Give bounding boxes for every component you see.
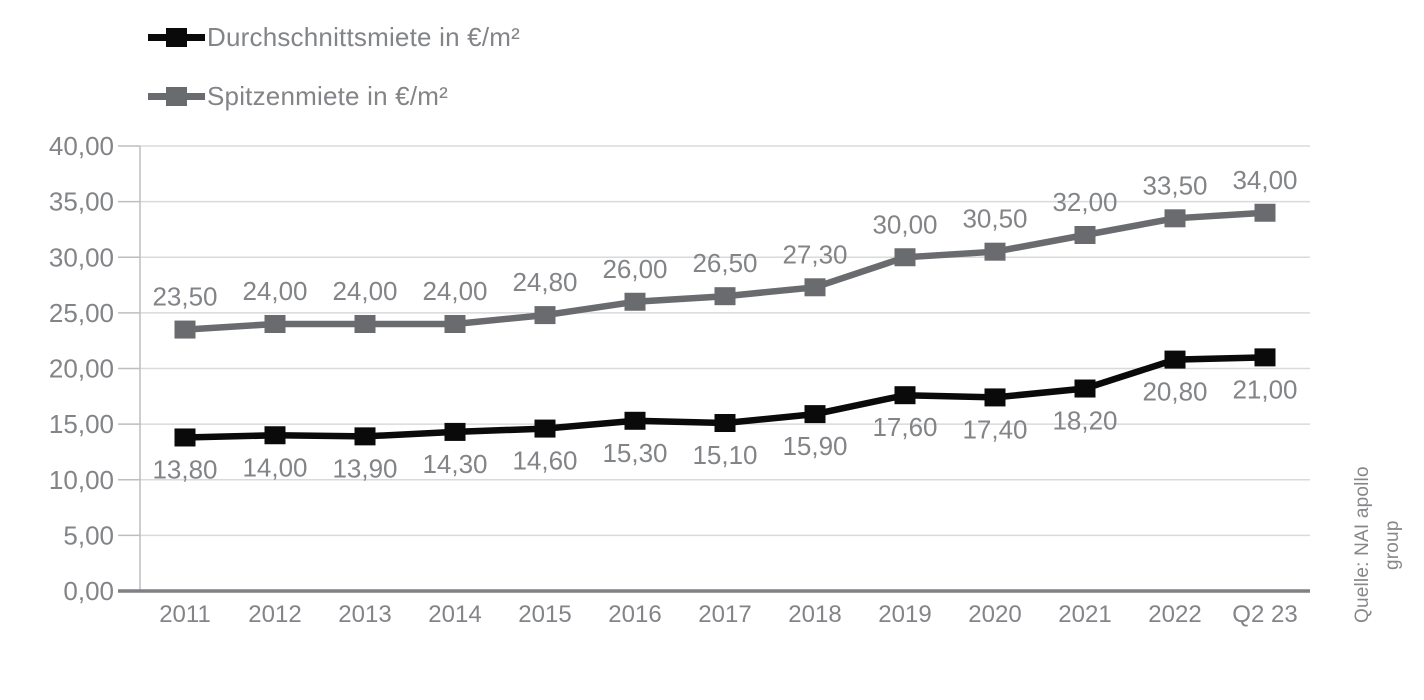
legend-item-durchschnittsmiete: Durchschnittsmiete in €/m² [148, 22, 520, 52]
data-point-marker [1164, 350, 1186, 369]
legend-line-marker-spitzenmiete [148, 86, 205, 106]
data-point-marker [714, 287, 736, 306]
x-axis-label: 2013 [338, 601, 391, 628]
data-point-marker [534, 306, 556, 325]
x-axis-label: 2012 [248, 601, 301, 628]
x-axis-label: 2018 [788, 601, 841, 628]
legend-item-spitzenmiete: Spitzenmiete in €/m² [148, 81, 448, 111]
data-label: 21,00 [1232, 374, 1297, 404]
legend-label-durchschnittsmiete: Durchschnittsmiete in €/m² [207, 21, 520, 52]
x-axis-label: 2017 [698, 601, 751, 628]
data-label: 24,00 [332, 276, 397, 306]
data-label: 24,00 [242, 276, 307, 306]
data-point-marker [804, 405, 826, 424]
data-point-marker [984, 242, 1006, 261]
data-point-marker [174, 320, 196, 339]
x-axis-label: Q2 23 [1232, 601, 1297, 628]
x-axis-label: 2021 [1058, 601, 1111, 628]
data-point-marker [354, 427, 376, 446]
data-point-marker [444, 315, 466, 333]
x-axis-label: 2014 [428, 601, 481, 628]
data-label: 33,50 [1142, 170, 1207, 200]
data-point-marker [444, 422, 466, 441]
data-label: 14,00 [242, 452, 307, 482]
data-point-marker [354, 315, 376, 333]
data-label: 13,80 [152, 454, 217, 484]
data-point-marker [1254, 348, 1276, 367]
data-label: 15,30 [602, 438, 667, 468]
y-axis-label: 10,00 [49, 465, 114, 495]
data-label: 30,00 [872, 209, 937, 239]
y-axis-label: 40,00 [49, 131, 114, 161]
data-label: 17,40 [962, 414, 1027, 444]
data-point-marker [894, 386, 916, 405]
source-caption: Quelle: NAI apollo group [1352, 466, 1403, 624]
data-point-marker [624, 292, 646, 311]
data-label: 24,80 [512, 267, 577, 297]
y-axis-label: 20,00 [49, 354, 114, 384]
data-label: 15,90 [782, 431, 847, 461]
y-axis-label: 25,00 [49, 298, 114, 328]
data-point-marker [804, 278, 826, 297]
legend-label-spitzenmiete: Spitzenmiete in €/m² [207, 80, 448, 111]
data-label: 15,10 [692, 440, 757, 470]
data-point-marker [894, 248, 916, 267]
data-label: 34,00 [1232, 165, 1297, 195]
data-label: 26,50 [692, 248, 757, 278]
data-point-marker [1074, 379, 1096, 398]
data-point-marker [1164, 209, 1186, 228]
data-point-marker [1254, 203, 1276, 222]
data-point-marker [1074, 226, 1096, 244]
data-label: 14,30 [422, 449, 487, 479]
data-point-marker [624, 411, 646, 430]
x-axis-label: 2022 [1148, 601, 1201, 628]
data-point-marker [984, 388, 1006, 407]
legend-line-marker-durchschnittsmiete [148, 27, 205, 47]
y-axis-label: 30,00 [49, 242, 114, 272]
data-label: 20,80 [1142, 377, 1207, 407]
data-label: 24,00 [422, 276, 487, 306]
x-axis-label: 2015 [518, 601, 571, 628]
data-point-marker [264, 426, 286, 445]
data-label: 18,20 [1052, 406, 1117, 436]
x-axis-label: 2020 [968, 601, 1021, 628]
data-label: 27,30 [782, 239, 847, 269]
data-label: 30,50 [962, 204, 1027, 234]
y-axis-label: 0,00 [63, 576, 114, 606]
data-label: 14,60 [512, 446, 577, 476]
x-axis-label: 2016 [608, 601, 661, 628]
data-point-marker [534, 419, 556, 438]
data-point-marker [174, 428, 196, 447]
data-point-marker [714, 414, 736, 433]
x-axis-label: 2011 [159, 601, 211, 628]
data-label: 32,00 [1052, 187, 1117, 217]
data-label: 23,50 [152, 282, 217, 312]
data-point-marker [264, 315, 286, 333]
y-axis-label: 35,00 [49, 187, 114, 217]
data-label: 17,60 [872, 412, 937, 442]
y-axis-label: 5,00 [63, 520, 114, 550]
data-label: 26,00 [602, 254, 667, 284]
y-axis-label: 15,00 [49, 409, 114, 439]
data-label: 13,90 [332, 453, 397, 483]
x-axis-label: 2019 [878, 601, 931, 628]
